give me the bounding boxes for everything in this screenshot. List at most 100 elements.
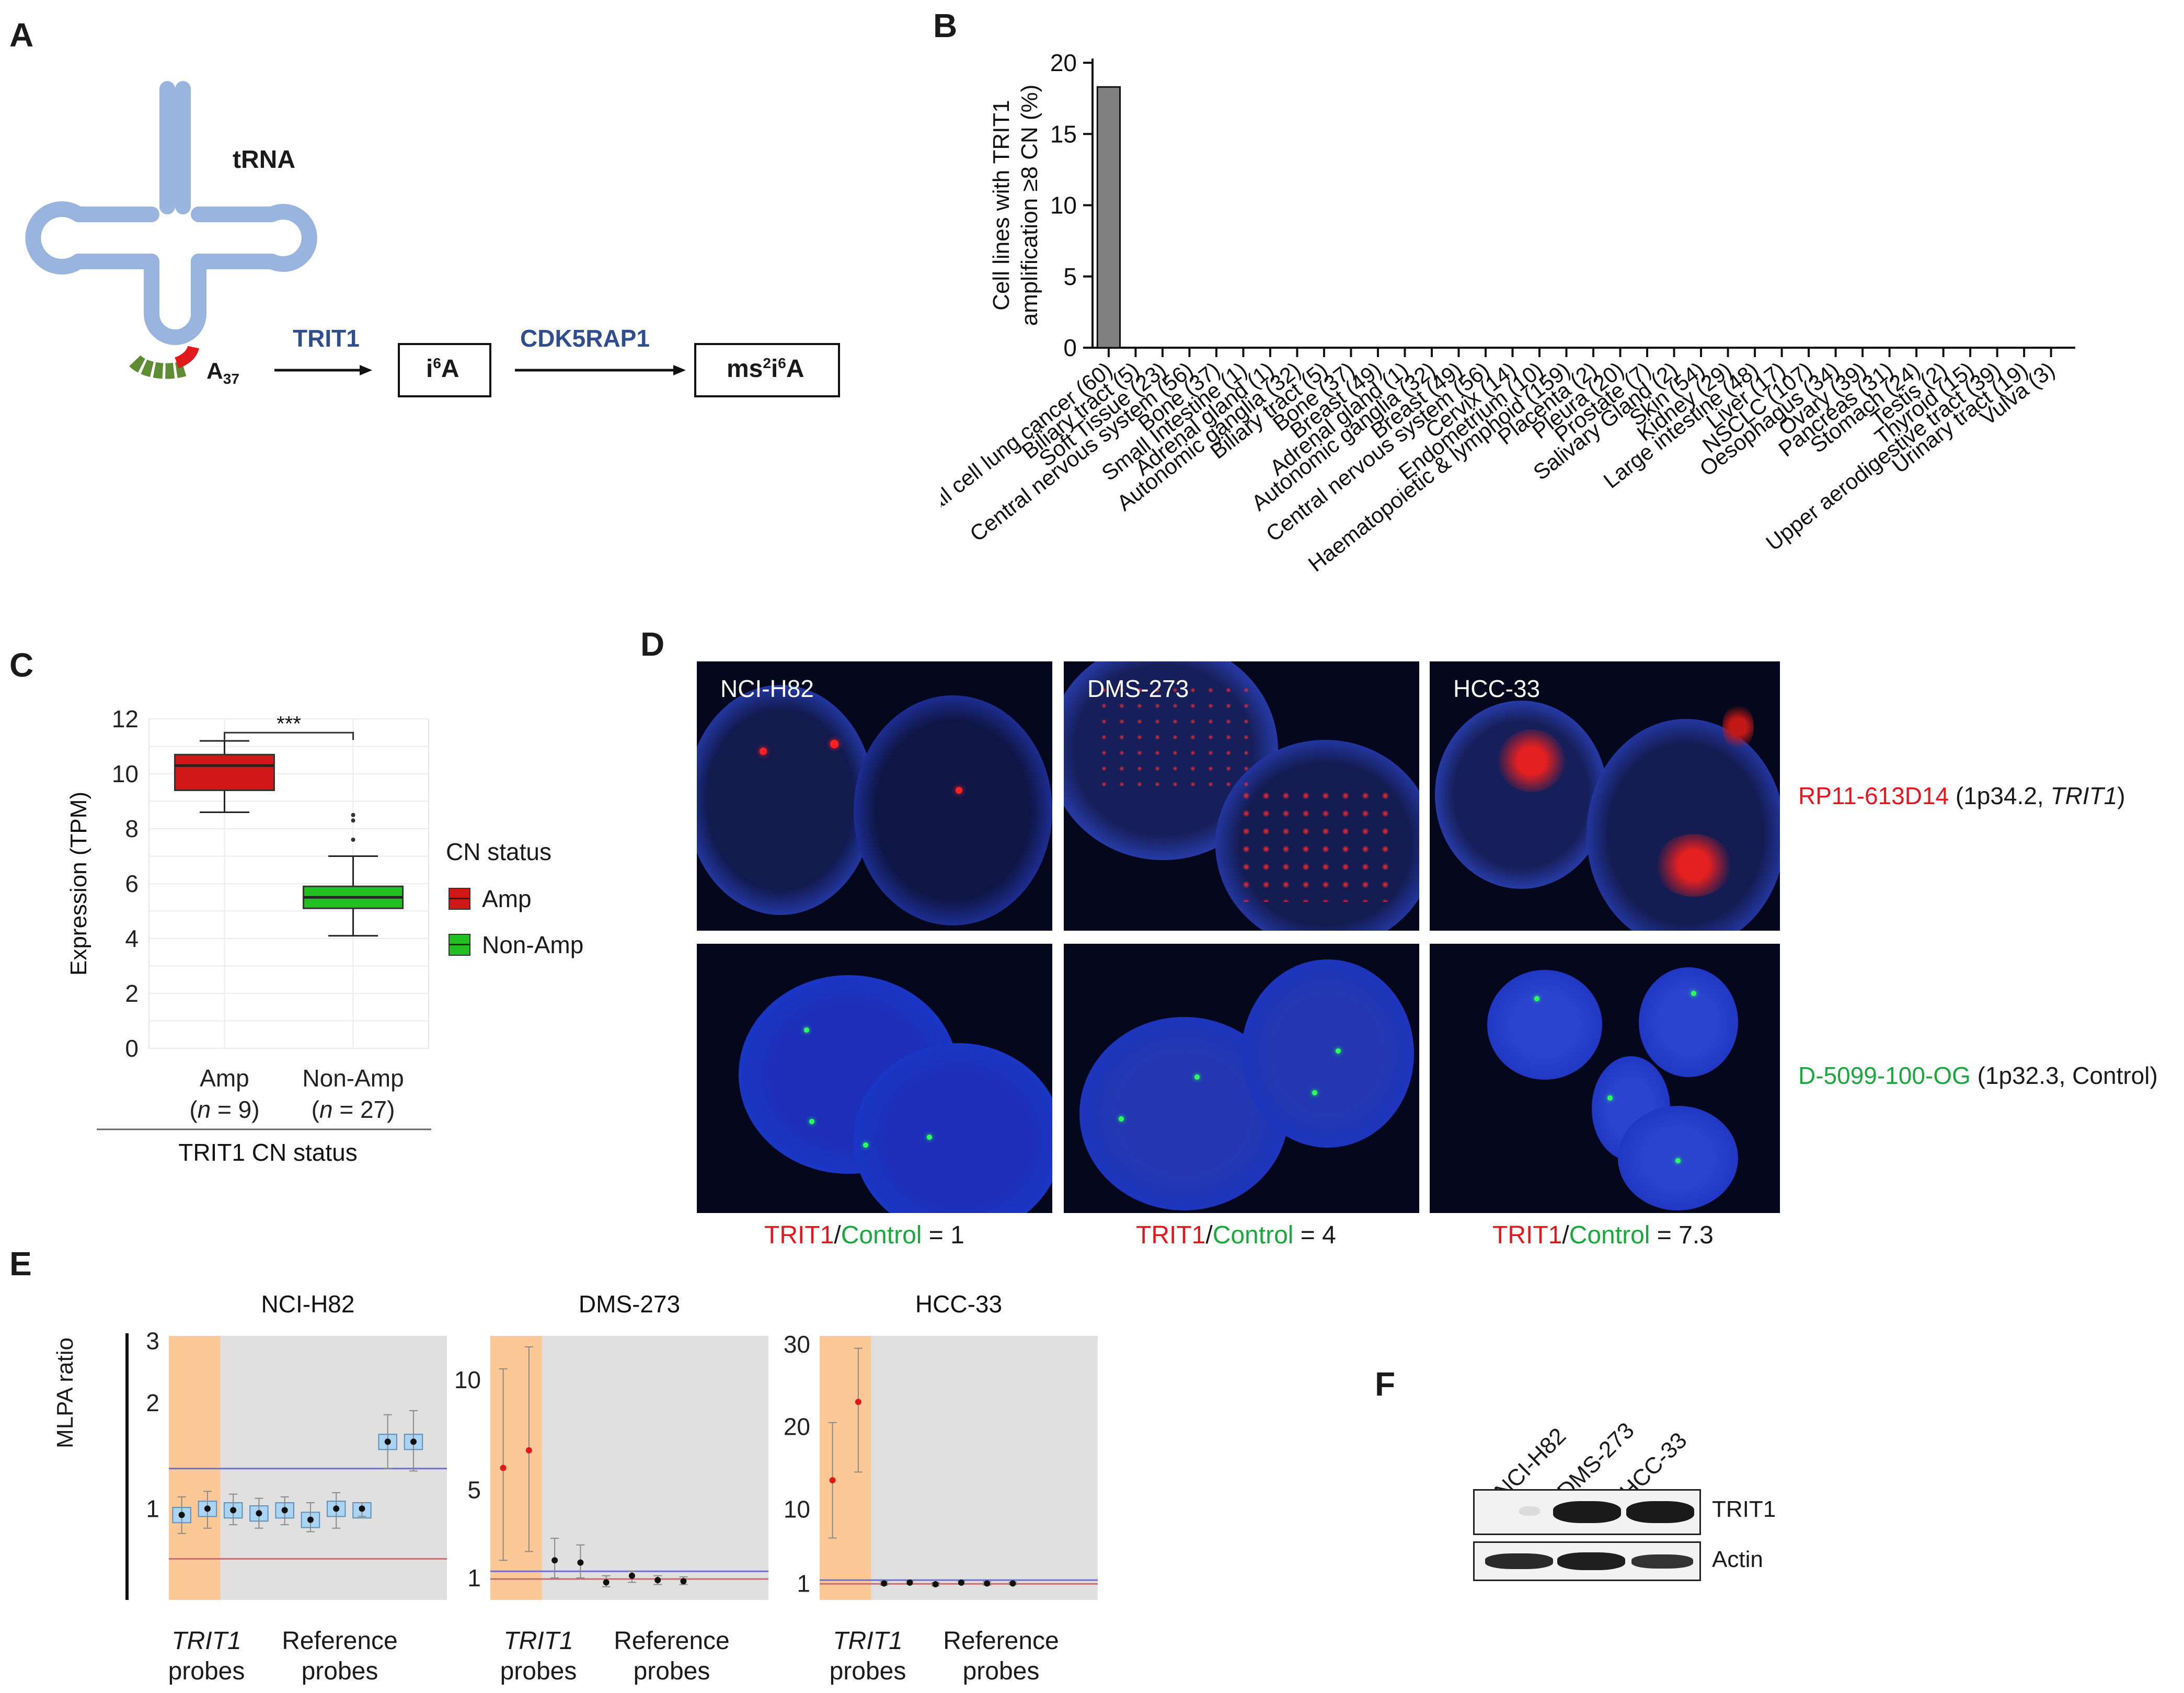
data-point (281, 1507, 288, 1514)
product-ms2i6a-label: ms2i6A (727, 354, 804, 383)
x-axis-title: TRIT1 CN status (178, 1139, 358, 1166)
data-point (307, 1516, 314, 1523)
probe-gene: TRIT1 (503, 1627, 573, 1655)
reference-probes-label: Reference probes (267, 1626, 413, 1686)
y-axis-title: Expression (TPM) (66, 792, 91, 976)
ratio-control: Control (1569, 1221, 1650, 1249)
data-point (958, 1579, 964, 1586)
probe1-caption: RP11-613D14 (1p34.2, TRIT1) (1798, 782, 2125, 810)
ratio-value: = 1 (928, 1221, 964, 1249)
y-tick-label: 5 (1063, 263, 1077, 290)
enzyme-trit1-label: TRIT1 (293, 325, 360, 352)
data-point (855, 1399, 861, 1405)
x-tick-label: Non-Amp (302, 1065, 404, 1092)
blot-row-label-actin: Actin (1712, 1547, 1763, 1572)
x-tick-n-label: (n = 27) (312, 1096, 395, 1123)
data-point (881, 1580, 888, 1587)
ms2i6a-ms: ms (727, 355, 763, 383)
bar (1096, 86, 1121, 349)
reference-word: Reference (943, 1627, 1059, 1655)
panel-b-letter: B (933, 7, 958, 44)
probe1-name: RP11-613D14 (1798, 782, 1949, 809)
data-point (829, 1477, 836, 1484)
ms2i6a-sup1: 2 (763, 355, 771, 371)
box (174, 753, 275, 791)
outlier-point (351, 818, 355, 823)
ratio-dms-273: TRIT1/Control = 4 (1136, 1221, 1336, 1250)
chart-title: HCC-33 (915, 1290, 1002, 1318)
i6a-sup: 6 (433, 355, 441, 371)
western-blot-actin (1473, 1541, 1701, 1581)
legend-title: CN status (446, 838, 551, 865)
y-tick-label: 2 (125, 980, 139, 1007)
probe-word: probes (633, 1657, 710, 1685)
probe-gene: TRIT1 (833, 1627, 903, 1655)
y-tick-label: 12 (112, 705, 139, 733)
probe1-detail-a: (1p34.2, (1949, 782, 2051, 809)
probe1-detail-b: ) (2117, 782, 2125, 809)
i6a-a: A (441, 355, 459, 383)
fish-label-nci-h82-top: NCI-H82 (720, 675, 814, 702)
probe-gene: TRIT1 (171, 1627, 242, 1655)
trit1-probes-label: TRIT1 probes (491, 1626, 585, 1686)
ratio-control: Control (841, 1221, 922, 1249)
panel-c-letter: C (9, 646, 34, 684)
legend-label-amp: Amp (482, 885, 532, 912)
trit1-probes-label: TRIT1 probes (821, 1626, 915, 1686)
panel-d-letter: D (640, 625, 665, 663)
y-tick-label: 4 (125, 925, 139, 952)
ratio-value: = 7.3 (1657, 1221, 1714, 1249)
y-axis-title-line2: amplification ≥8 CN (%) (1017, 85, 1042, 326)
y-tick-label: 10 (112, 760, 139, 787)
data-point (359, 1505, 365, 1512)
probe1-gene: TRIT1 (2050, 782, 2118, 809)
ratio-gene: TRIT1 (1492, 1221, 1562, 1249)
n-suffix: = 9) (211, 1096, 259, 1123)
legend-swatch-non-amp-icon (449, 934, 470, 956)
outlier-point (351, 838, 355, 842)
y-axis-title: Cell lines with TRIT1 amplification ≥8 CN… (988, 85, 1042, 326)
n-var: n (319, 1096, 333, 1123)
significance-bracket (223, 731, 354, 740)
panel-f-letter: F (1375, 1365, 1396, 1403)
data-point (654, 1577, 661, 1584)
mlpa-y-title: MLPA ratio (52, 1337, 78, 1448)
reference-probes-label: Reference probes (928, 1626, 1074, 1686)
data-point (984, 1580, 991, 1587)
ratio-nci-h82: TRIT1/Control = 1 (764, 1221, 964, 1250)
panel-e-letter: E (9, 1245, 32, 1283)
ratio-hcc-33: TRIT1/Control = 7.3 (1492, 1221, 1714, 1250)
data-point (525, 1447, 532, 1454)
ms2i6a-a: A (786, 355, 804, 383)
y-tick-label: 20 (784, 1413, 810, 1440)
legend-swatch-amp-icon (449, 888, 470, 910)
probe-word: probes (829, 1657, 906, 1685)
trit1-region (490, 1336, 542, 1600)
data-point (551, 1557, 558, 1564)
trna-diagram (25, 81, 840, 397)
fish-label-hcc-33-top: HCC-33 (1453, 675, 1541, 702)
y-axis-title-line1: Cell lines with TRIT1 (988, 100, 1014, 311)
fish-label-dms-273-top: DMS-273 (1087, 675, 1189, 702)
mlpa-chart-nci-h82: NCI-H82 1 2 3 (146, 1290, 447, 1600)
probe2-caption: D-5099-100-OG (1p32.3, Control) (1798, 1061, 2158, 1090)
data-point (603, 1579, 610, 1586)
data-point (410, 1438, 417, 1445)
reference-word: Reference (614, 1627, 730, 1655)
trit1-probes-label: TRIT1 probes (159, 1626, 254, 1686)
a37-label: A37 (206, 358, 239, 387)
y-tick-label: 3 (146, 1328, 159, 1355)
reference-region (542, 1336, 768, 1600)
x-tick-n-label: (n = 9) (189, 1096, 259, 1123)
y-tick-label: 0 (125, 1035, 139, 1062)
ms2i6a-sup2: 6 (778, 355, 786, 371)
data-point (256, 1510, 262, 1517)
trna-label: tRNA (233, 146, 295, 174)
y-tick-label: 0 (1063, 334, 1077, 361)
fish-image-dms-273-trit1: DMS-273 (1064, 661, 1419, 931)
ratio-slash: / (834, 1221, 841, 1249)
probe2-name: D-5099-100-OG (1798, 1062, 1971, 1089)
y-tick-label: 20 (1050, 49, 1077, 76)
panel-a-letter: A (9, 16, 34, 54)
